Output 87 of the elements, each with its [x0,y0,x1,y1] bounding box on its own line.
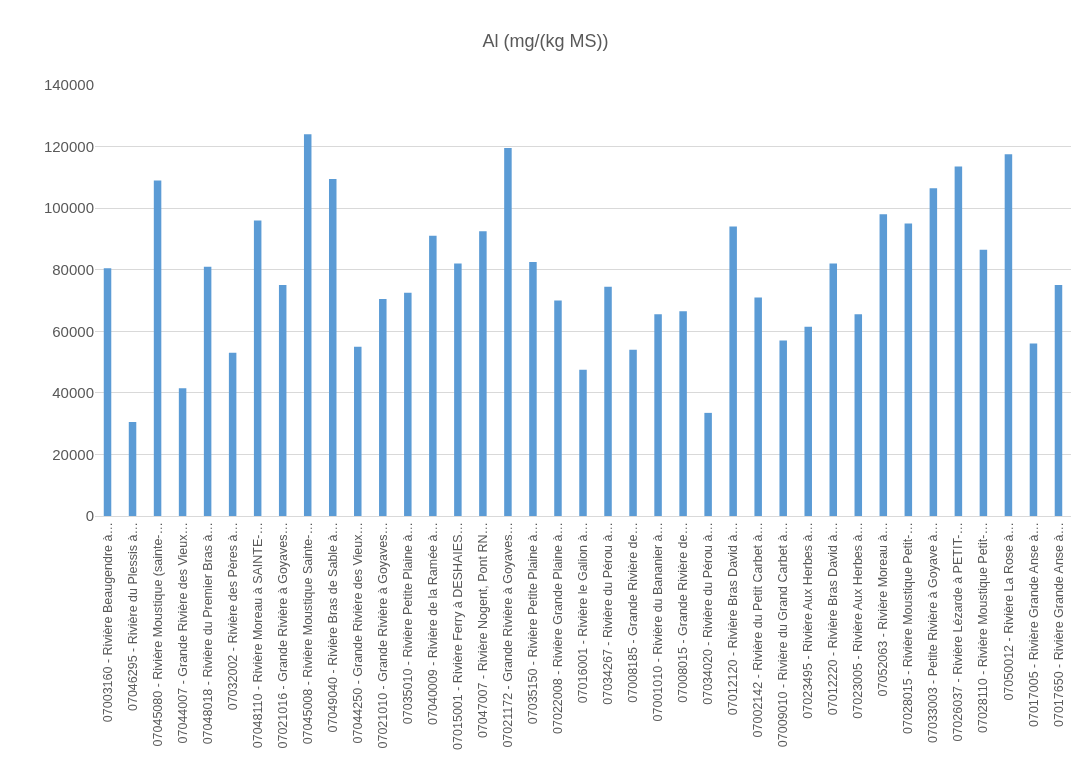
x-tick-label: 07021016 - Grande Rivière à Goyaves… [275,522,290,749]
x-tick-label: 07022008 - Rivière Grande Plaine à… [551,522,566,734]
bar [354,346,362,516]
bar [479,231,487,516]
chart-title: Al (mg/(kg MS)) [482,30,609,51]
x-tick-label: 07035150 - Rivière Petite Plaine à… [526,522,541,725]
bar [829,263,838,516]
x-tick-label: 07046295 - Rivière du Plessis à… [125,522,140,711]
y-tick-label: 100000 [43,199,94,217]
bar [654,314,662,516]
bar [704,412,712,516]
bar [103,268,112,516]
x-tick-label: 07045080 - Rivière Moustique (sainte-… [150,522,165,747]
x-tick-label: 07009010 - Rivière du Grand Carbet à… [776,522,791,748]
x-tick-label: 07023005 - Rivière Aux Herbes à… [851,522,866,719]
x-tick-label: 07028110 - Rivière Moustique Petit-… [976,522,991,733]
x-tick-label: 07008015 - Grande Rivière de… [676,522,691,703]
bar [178,388,187,516]
bar [128,422,137,516]
bar [629,349,637,516]
x-tick-label: 07015001 - Rivière Ferry à DESHAIES… [450,522,465,750]
x-tick-label: 07040009 - Rivière de la Ramée à… [425,522,440,725]
bar [1054,285,1063,516]
x-tick-label: 07048110 - Rivière Moreau à SAINTE-… [250,522,265,749]
bar [929,188,938,516]
x-tick-label: 07050012 - Rivière La Rose à… [1001,522,1016,701]
x-tick-label: 07001010 - Rivière du Bananier à… [651,522,666,722]
bar [854,314,863,516]
bar [504,148,512,516]
bar [779,340,787,516]
x-tick-label: 07032002 - Rivière des Pères à… [225,522,240,711]
bar [303,134,312,516]
y-tick-label: 120000 [43,137,94,155]
x-tick-label: 07012220 - Rivière Bras David à… [826,522,841,716]
x-tick-label: 07017005 - Rivière Grande Anse à… [1026,522,1041,727]
y-tick-label: 140000 [43,76,94,94]
bar [554,300,562,516]
bar [679,311,687,516]
bar [404,292,412,516]
x-tick-label: 07034267 - Rivière du Pérou à… [601,522,616,705]
y-tick-label: 80000 [52,260,94,278]
x-tick-label: 07002142 - Rivière du Petit Carbet à… [751,522,766,738]
bar [754,297,762,516]
x-tick-label: 07028015 - Rivière Moustique Petit-… [901,522,916,734]
bar [804,326,812,516]
x-tick-label: 07008185 - Grande Rivière de… [626,522,641,703]
bar [1004,154,1013,516]
x-tick-label: 07052063 - Rivière Moreau à… [876,522,891,697]
bar [454,263,462,516]
x-tick-label: 07044250 - Grande Rivière des Vieux… [350,522,365,744]
bar [579,369,587,516]
bar [604,286,612,516]
x-tick-label: 07003160 - Rivière Beaugendre à… [100,522,115,723]
x-tick-label: 07047007 - Rivière Nogent, Pont RN… [475,522,490,739]
x-tick-label: 07023495 - Rivière Aux Herbes à… [801,522,816,719]
bar [1029,343,1038,516]
bar [228,352,237,516]
bar [328,178,337,516]
x-tick-label: 07045008 - Rivière Moustique Sainte-… [300,522,315,745]
y-tick-label: 0 [85,507,94,525]
bar [379,298,387,516]
x-tick-label: 07049040 - Rivière Bras de Sable à… [325,522,340,733]
bar [253,220,262,516]
bar [529,262,537,516]
bar [278,285,287,516]
y-tick-label: 20000 [52,445,94,463]
bar [979,249,988,516]
x-tick-label: 07026037 - Rivière Lézarde à PETIT-… [951,522,966,742]
bar [954,166,963,516]
x-tick-label: 07044007 - Grande Rivière des Vieux… [175,522,190,744]
bar [429,235,437,516]
x-tick-label: 07033003 - Petite Rivière à Goyave à… [926,522,941,743]
x-tick-label: 07016001 - Rivière le Galion à… [576,522,591,704]
x-tick-label: 07012120 - Rivière Bras David à… [726,522,741,716]
x-tick-label: 07048018 - Rivière du Premier Bras à… [200,522,215,745]
y-tick-label: 60000 [52,322,94,340]
x-tick-label: 07035010 - Rivière Petite Plaine à… [400,522,415,725]
x-tick-label: 07034020 - Rivière du Pérou à… [701,522,716,705]
bar [904,223,913,516]
y-tick-label: 40000 [52,384,94,402]
x-tick-label: 07021172 - Grande Rivière à Goyaves… [500,522,515,748]
bar [729,226,737,516]
x-tick-label: 07021010 - Grande Rivière à Goyaves… [375,522,390,749]
bar [203,266,212,516]
x-tick-label: 07017650 - Rivière Grande Anse à… [1051,522,1066,727]
bar [153,180,162,516]
bar [879,214,888,516]
